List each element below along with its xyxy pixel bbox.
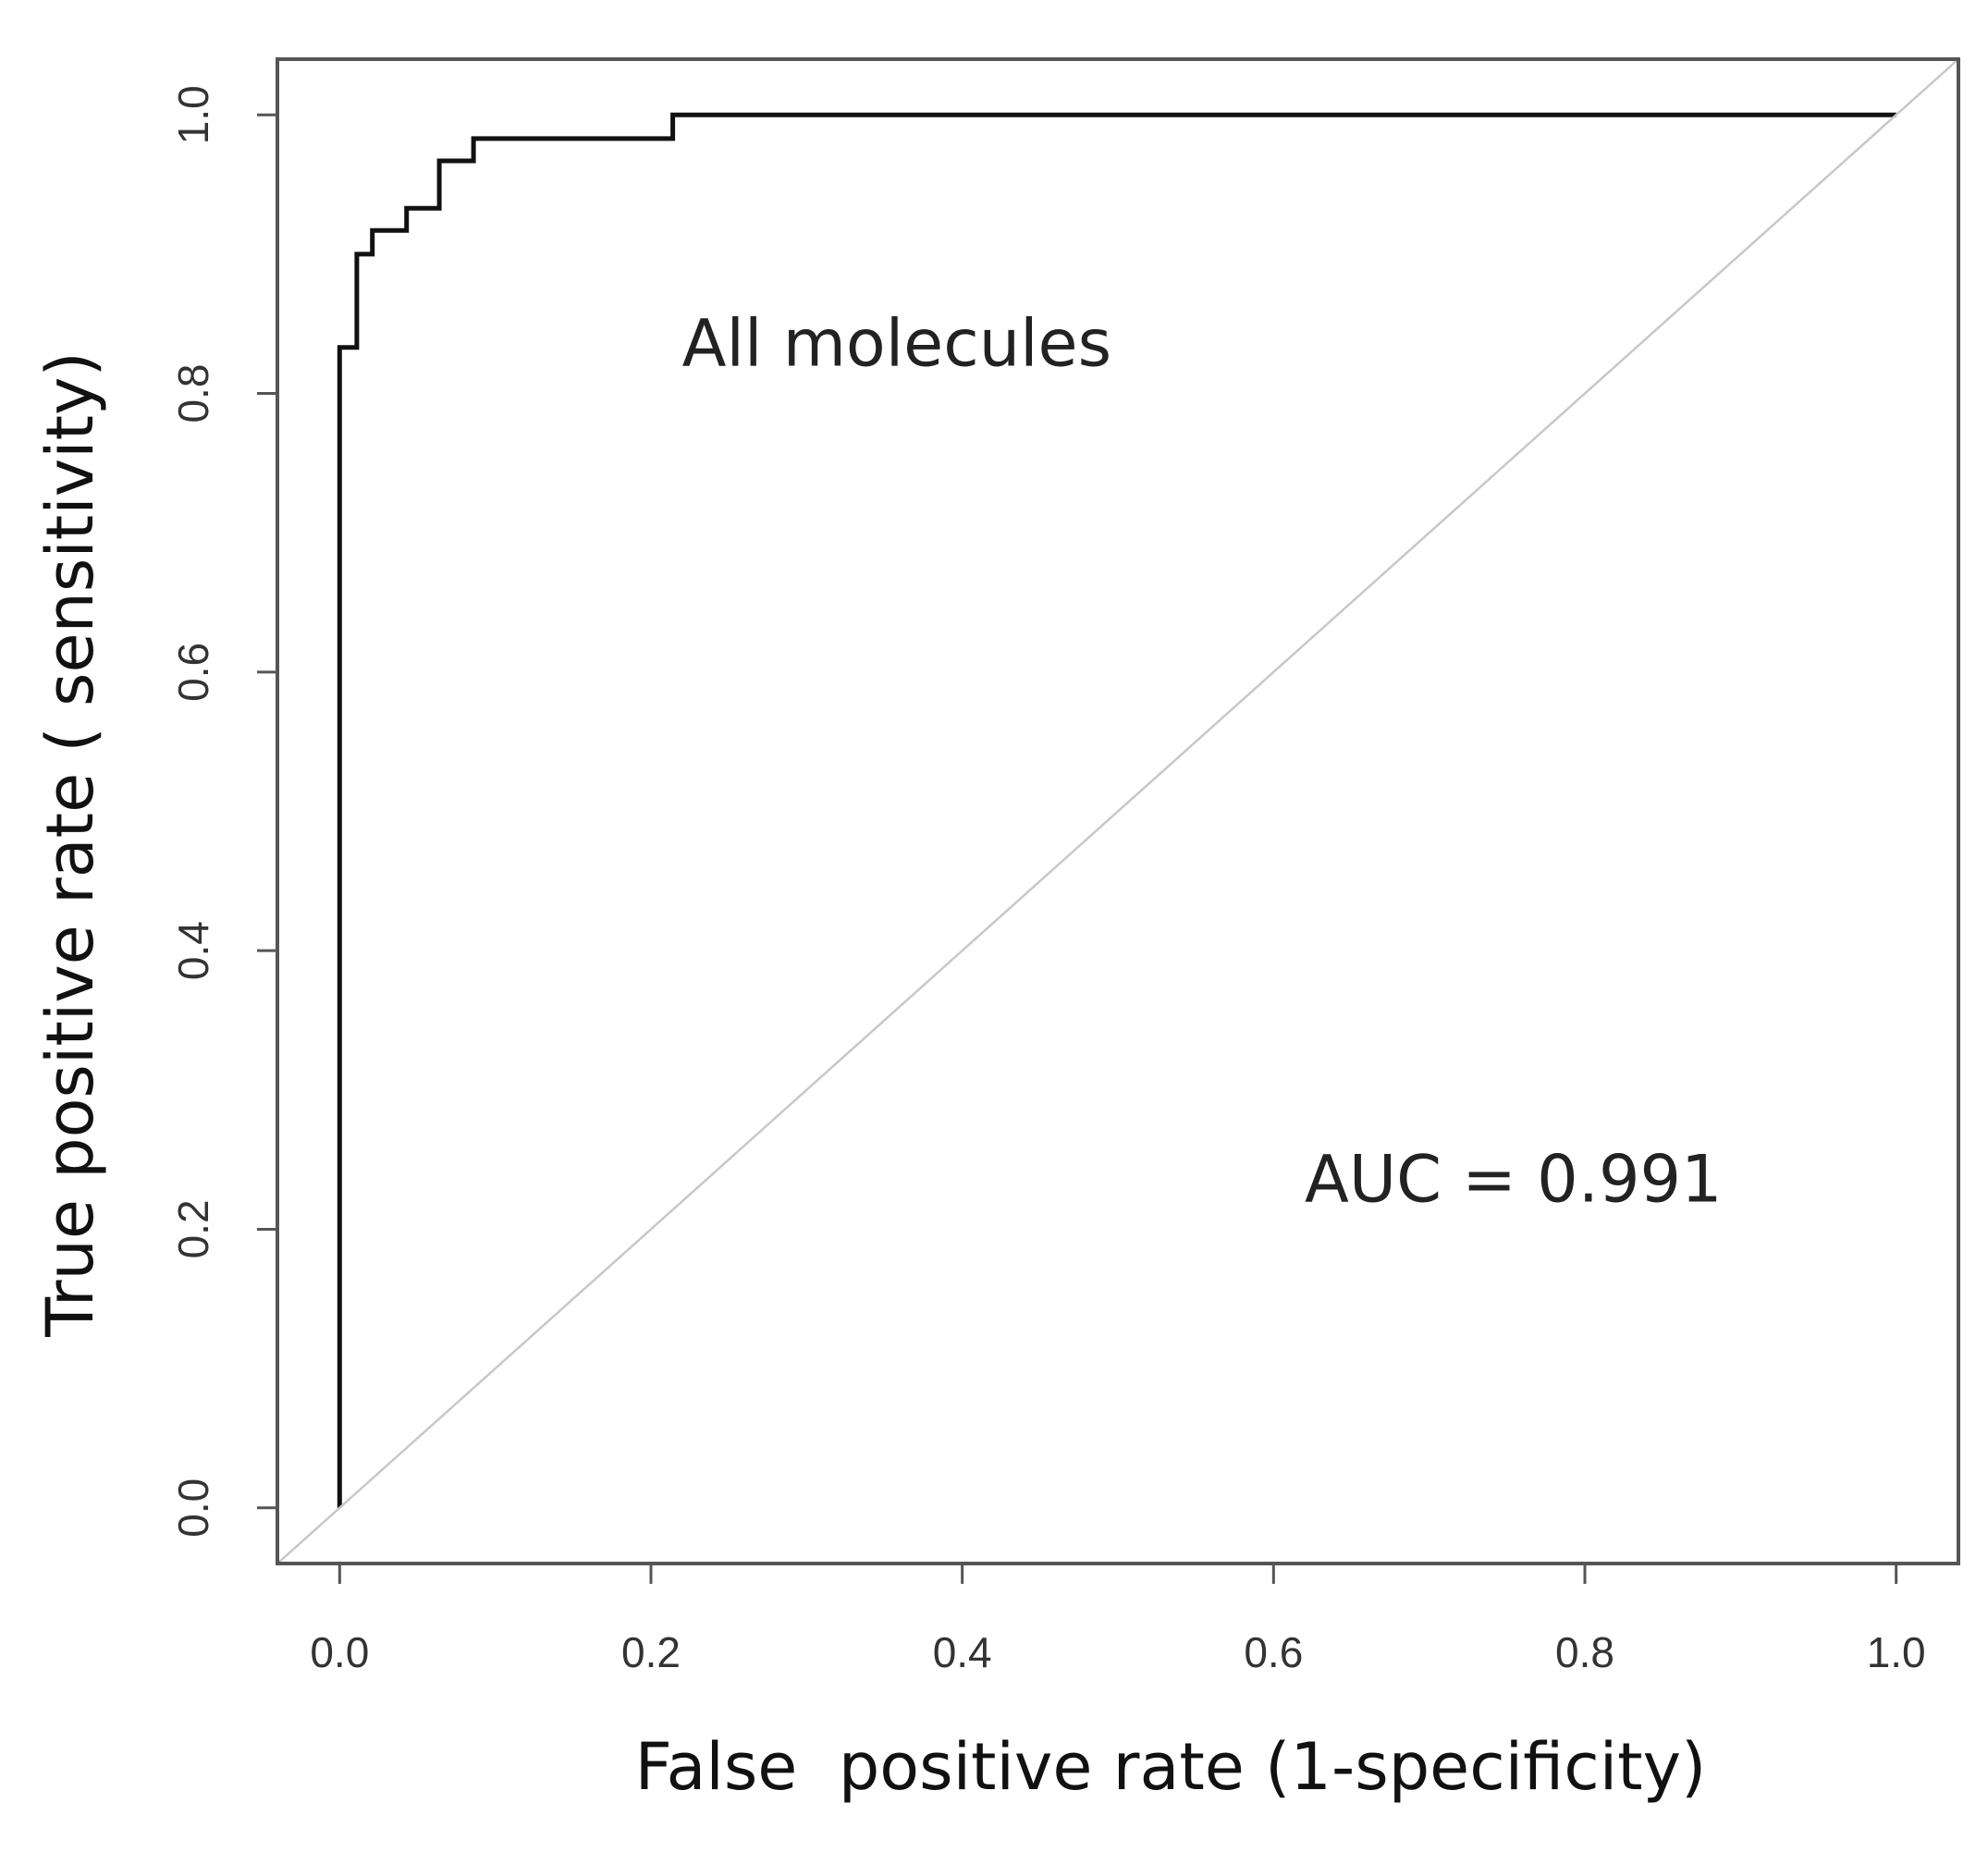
y-tick-label: 0.8 [169,364,217,423]
x-tick-label: 0.8 [1555,1628,1614,1676]
axes: 0.0 0.2 0.4 0.6 0.8 1.0 0.0 0.2 0.4 0.6 0.8 1.0 [169,57,1960,1676]
y-axis-label: True positive rate ( sensitivity) [32,351,108,1338]
reference-diagonal-line [277,59,1958,1564]
x-axis-label: False positive rate (1-specificity) [635,1729,1707,1805]
x-tick-label: 0.6 [1244,1628,1303,1676]
y-tick-label: 0.2 [169,1199,217,1258]
plot-area: All molecules AUC = 0.991 [277,59,1958,1564]
y-tick-label: 0.0 [169,1478,217,1538]
roc-curve-line [337,112,1896,1508]
y-tick-label: 0.4 [169,921,217,980]
annotation-auc: AUC = 0.991 [1305,1141,1723,1217]
x-tick-label: 0.2 [621,1628,681,1676]
y-tick-label: 1.0 [169,85,217,144]
y-tick-label: 0.6 [169,643,217,702]
x-tick-label: 0.0 [310,1628,369,1676]
x-tick-label: 0.4 [933,1628,992,1676]
annotation-series-label: All molecules [682,305,1111,381]
x-tick-label: 1.0 [1867,1628,1926,1676]
